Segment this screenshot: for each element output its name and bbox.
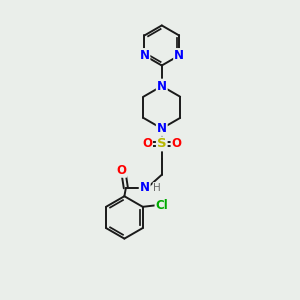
Text: O: O — [172, 137, 182, 150]
Text: N: N — [157, 80, 167, 93]
Text: H: H — [154, 183, 161, 193]
Text: S: S — [157, 137, 166, 150]
Text: N: N — [157, 122, 167, 135]
Text: N: N — [140, 49, 149, 62]
Text: Cl: Cl — [155, 199, 168, 212]
Text: N: N — [174, 49, 184, 62]
Text: N: N — [140, 182, 150, 194]
Text: O: O — [116, 164, 126, 177]
Text: O: O — [142, 137, 152, 150]
